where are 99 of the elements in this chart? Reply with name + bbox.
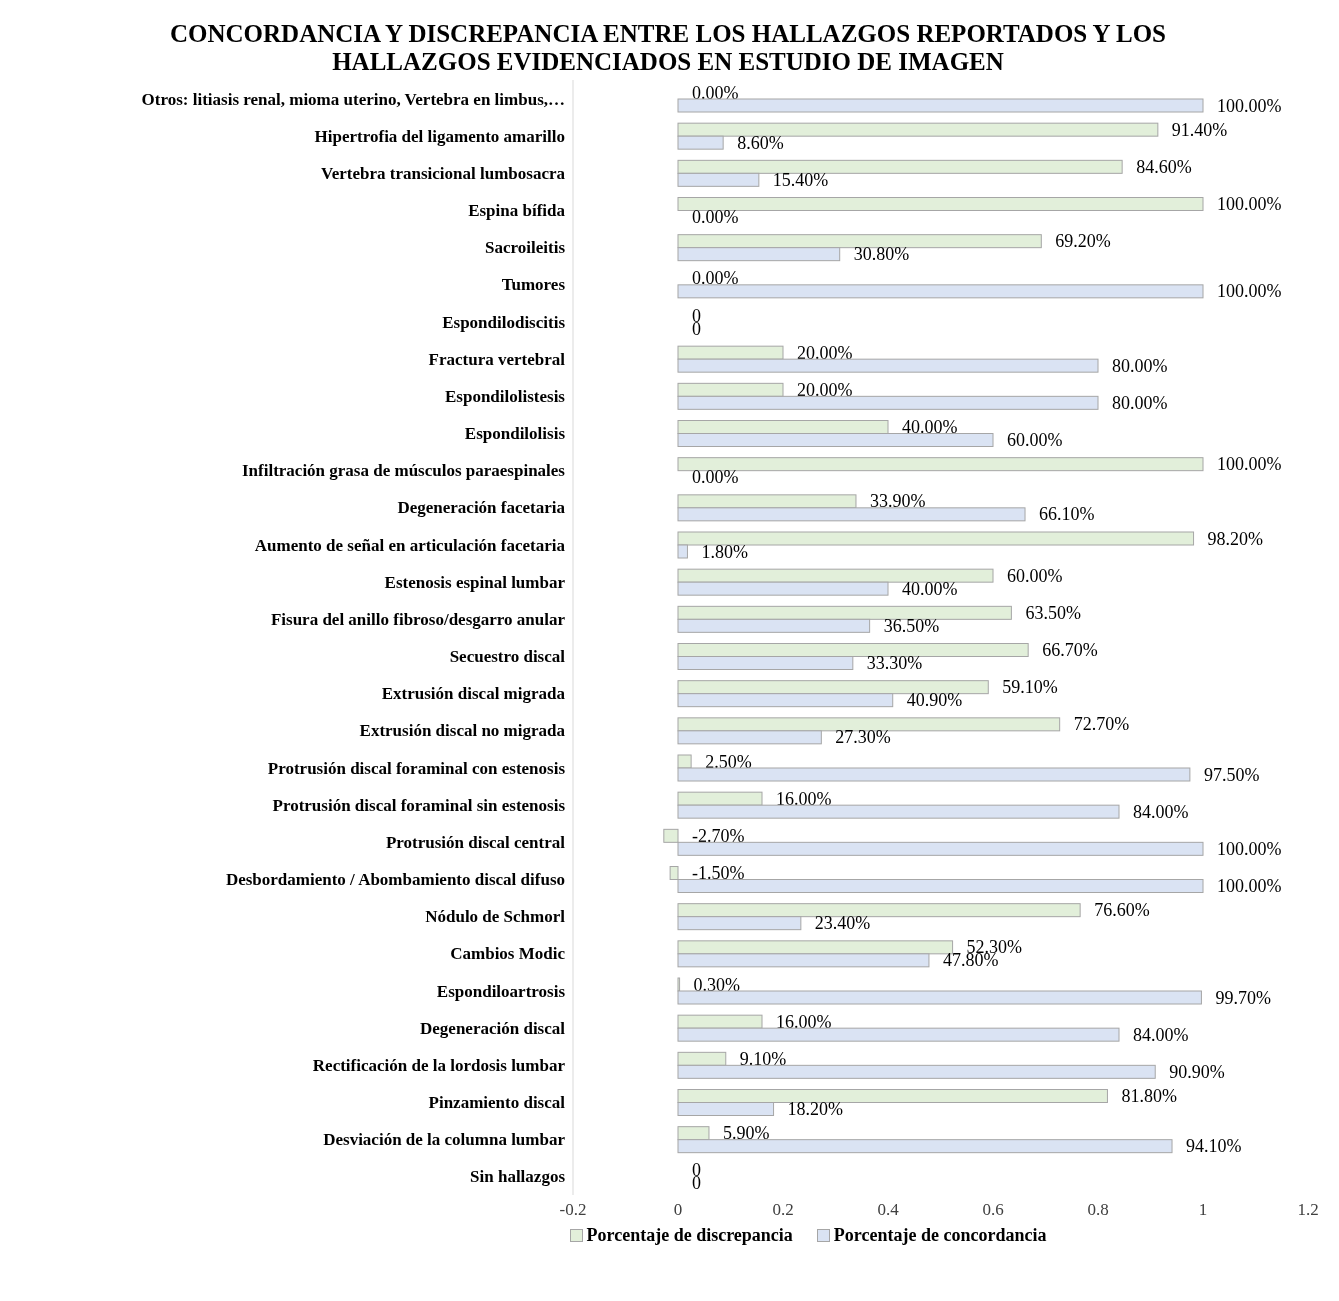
- data-label: 60.00%: [1007, 565, 1063, 586]
- data-label: 76.60%: [1094, 900, 1150, 921]
- data-label: 27.30%: [835, 727, 891, 748]
- data-label: 33.90%: [869, 491, 926, 512]
- data-label: -2.70%: [692, 825, 745, 846]
- data-label: 30.80%: [853, 244, 910, 265]
- data-label: 8.60%: [737, 132, 784, 153]
- legend-label: Porcentaje de concordancia: [833, 1225, 1047, 1246]
- bar: [677, 98, 1204, 113]
- data-label: 0.00%: [692, 467, 739, 488]
- data-label: 90.90%: [1169, 1061, 1225, 1082]
- y-tick-label: Sacroileitis: [485, 238, 566, 258]
- data-label: 80.00%: [1112, 392, 1168, 413]
- data-label: 1.80%: [701, 541, 748, 562]
- data-label: 100.00%: [1217, 281, 1282, 302]
- x-tick-label: 1: [1198, 1200, 1208, 1220]
- data-label: 97.50%: [1203, 764, 1260, 785]
- y-tick-label: Espina bífida: [468, 201, 566, 221]
- data-label: 18.20%: [787, 1099, 844, 1119]
- y-tick-label: Hipertrofia del ligamento amarillo: [314, 126, 565, 146]
- data-label: 33.30%: [866, 653, 923, 673]
- y-tick-label: Desbordamiento / Abombamiento discal difuso: [225, 870, 565, 890]
- y-tick-label: Cambios Modic: [450, 944, 566, 964]
- x-tick-label: 0.2: [772, 1200, 794, 1220]
- data-label: 69.20%: [1055, 231, 1111, 252]
- chart-title: CONCORDANCIA Y DISCREPANCIA ENTRE LOS HALLAZGOS REPORTADOS Y LOS HALLAZGOS EVIDENCIADOS EN ESTUDIO DE IMAGEN: [168, 20, 1167, 76]
- y-tick-label: Infiltración grasa de músculos paraespinales: [241, 461, 566, 481]
- data-label: 100.00%: [1217, 194, 1282, 214]
- data-label: 2.50%: [705, 751, 752, 772]
- y-tick-label: Otros: litiasis renal, mioma uterino, Vertebra en limbus,…: [141, 89, 565, 109]
- y-tick-label: Espondilolistesis: [445, 386, 566, 406]
- y-tick-label: Degeneración discal: [420, 1018, 566, 1038]
- data-label: 0.30%: [693, 974, 741, 995]
- data-label: -1.50%: [692, 863, 745, 883]
- data-label: 100.00%: [1217, 95, 1282, 116]
- data-label: 84.00%: [1133, 801, 1189, 822]
- y-tick-label: Nódulo de Schmorl: [425, 907, 566, 927]
- data-label: 16.00%: [776, 788, 832, 809]
- data-label: 94.10%: [1186, 1136, 1242, 1157]
- data-label: 20.00%: [797, 379, 853, 400]
- data-label: 100.00%: [1217, 876, 1282, 896]
- data-label: 0.00%: [692, 207, 739, 227]
- data-label: 100.00%: [1217, 838, 1282, 859]
- data-label: 63.50%: [1025, 602, 1081, 623]
- y-tick-label: Fractura vertebral: [428, 349, 566, 369]
- data-label: 20.00%: [797, 342, 853, 363]
- y-tick-label: Espondilolisis: [464, 424, 566, 444]
- y-tick-label: Estenosis espinal lumbar: [384, 572, 566, 592]
- data-label: 0.00%: [692, 268, 739, 289]
- x-tick-label: 0: [673, 1200, 683, 1220]
- x-tick-label: 0.6: [982, 1200, 1004, 1220]
- y-tick-label: Tumores: [501, 275, 566, 295]
- data-label: 23.40%: [814, 913, 871, 934]
- y-tick-label: Protrusión discal foraminal sin estenosis: [272, 795, 566, 815]
- y-tick-label: Protrusión discal foraminal con estenosis: [267, 758, 566, 778]
- data-label: 100.00%: [1217, 454, 1282, 475]
- y-tick-label: Pinzamiento discal: [428, 1093, 566, 1113]
- x-tick-label: 0.8: [1087, 1200, 1109, 1220]
- bar: [677, 284, 1204, 299]
- bar: [677, 197, 1204, 211]
- data-label: 9.10%: [739, 1048, 787, 1069]
- data-label: 40.00%: [902, 417, 958, 437]
- data-label: 16.00%: [776, 1011, 832, 1032]
- y-tick-label: Protrusión discal central: [385, 832, 566, 852]
- data-label: 40.90%: [906, 690, 963, 711]
- data-label: 0.00%: [692, 82, 739, 103]
- y-tick-label: Vertebra transicional lumbosacra: [321, 163, 566, 183]
- x-tick-label: 1.2: [1297, 1200, 1319, 1220]
- y-tick-label: Espondiloartrosis: [436, 981, 566, 1001]
- y-tick-label: Espondilodiscitis: [442, 312, 566, 332]
- y-tick-label: Rectificación de la lordosis lumbar: [312, 1055, 566, 1075]
- y-tick-label: Aumento de señal en articulación facetaria: [254, 535, 566, 555]
- bar: [677, 457, 1204, 472]
- data-label: 15.40%: [772, 169, 829, 190]
- y-tick-label: Degeneración facetaria: [397, 498, 566, 518]
- data-label: 36.50%: [883, 615, 940, 636]
- data-label: 81.80%: [1121, 1086, 1177, 1106]
- data-label: 98.20%: [1207, 528, 1264, 549]
- y-tick-label: Sin hallazgos: [470, 1167, 566, 1187]
- data-label: 84.60%: [1136, 156, 1192, 177]
- data-label: 5.90%: [722, 1123, 770, 1144]
- y-tick-label: Extrusión discal no migrada: [359, 721, 566, 741]
- data-label: 84.00%: [1133, 1024, 1189, 1045]
- y-tick-label: Fisura del anillo fibroso/desgarro anular: [270, 609, 566, 629]
- x-tick-label: 0.4: [877, 1200, 900, 1220]
- data-label: 99.70%: [1215, 987, 1271, 1008]
- x-tick-label: -0.2: [559, 1200, 587, 1220]
- data-label: 59.10%: [1002, 677, 1058, 698]
- y-tick-label: Extrusión discal migrada: [381, 684, 566, 704]
- legend-label: Porcentaje de discrepancia: [586, 1225, 793, 1246]
- data-label: 80.00%: [1112, 355, 1168, 376]
- y-tick-label: Secuestro discal: [449, 647, 566, 667]
- y-tick-label: Desviación de la columna lumbar: [323, 1130, 566, 1150]
- data-label: 60.00%: [1007, 430, 1063, 450]
- data-label: 66.70%: [1042, 640, 1098, 660]
- data-label: 40.00%: [902, 578, 958, 599]
- data-label: 91.40%: [1171, 119, 1228, 140]
- data-label: 72.70%: [1073, 714, 1130, 735]
- data-label: 66.10%: [1039, 504, 1095, 525]
